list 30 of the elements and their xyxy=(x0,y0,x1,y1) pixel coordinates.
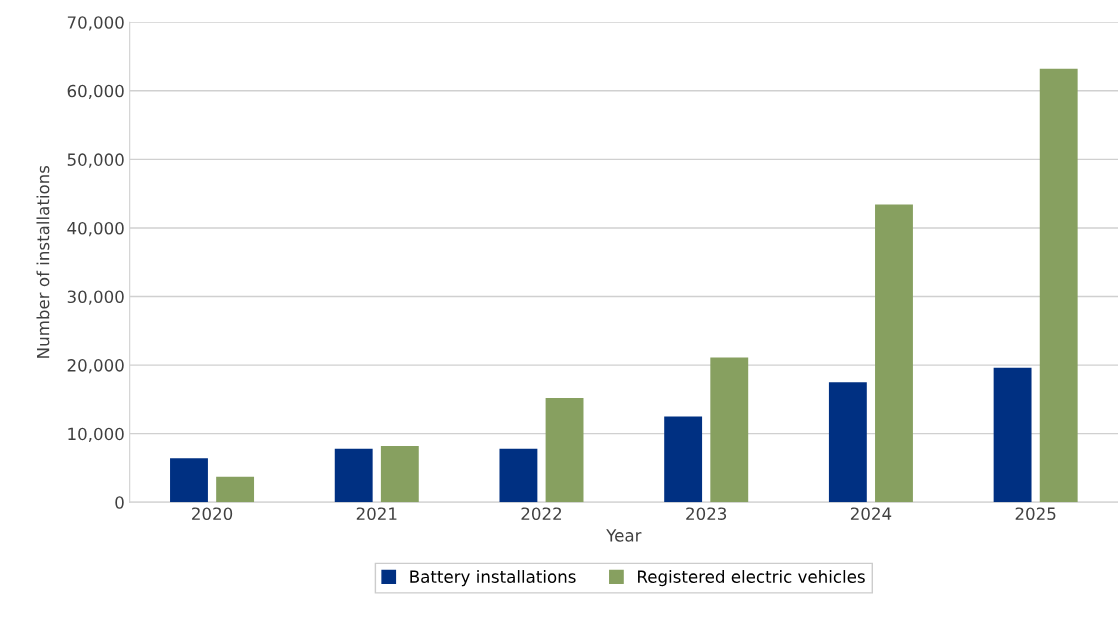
x-tick-label: 2020 xyxy=(192,507,233,520)
y-tick-label: 10,000 xyxy=(68,427,124,442)
y-tick-label: 40,000 xyxy=(67,221,124,237)
x-tick-label: 2024 xyxy=(850,507,892,520)
y-tick-label: 60,000 xyxy=(67,84,124,100)
legend-label: Registered electric vehicles xyxy=(638,570,865,587)
y-tick-label: 70,000 xyxy=(67,16,124,31)
x-tick-label: 2023 xyxy=(686,507,727,520)
bar xyxy=(499,448,538,503)
bar xyxy=(216,476,255,503)
y-tick-label: 30,000 xyxy=(67,290,124,305)
bar xyxy=(664,416,703,503)
y-tick-label: 20,000 xyxy=(67,359,124,374)
x-axis-title: Year xyxy=(606,529,642,542)
x-tick-label: 2022 xyxy=(521,507,562,520)
y-tick-label: 50,000 xyxy=(67,153,124,168)
x-tick-label: 2021 xyxy=(356,507,397,520)
y-axis-title: Number of installations xyxy=(36,165,50,358)
bar xyxy=(170,458,208,503)
bar xyxy=(545,398,584,503)
bar xyxy=(1039,68,1078,503)
bar xyxy=(334,448,373,503)
bar xyxy=(875,204,913,503)
bar xyxy=(380,446,419,503)
bar xyxy=(828,382,867,503)
bar xyxy=(993,367,1032,503)
y-tick-label: 0 xyxy=(115,496,124,509)
x-tick-label: 2025 xyxy=(1015,507,1056,520)
bar xyxy=(710,357,749,503)
legend-label: Battery installations xyxy=(410,570,576,587)
